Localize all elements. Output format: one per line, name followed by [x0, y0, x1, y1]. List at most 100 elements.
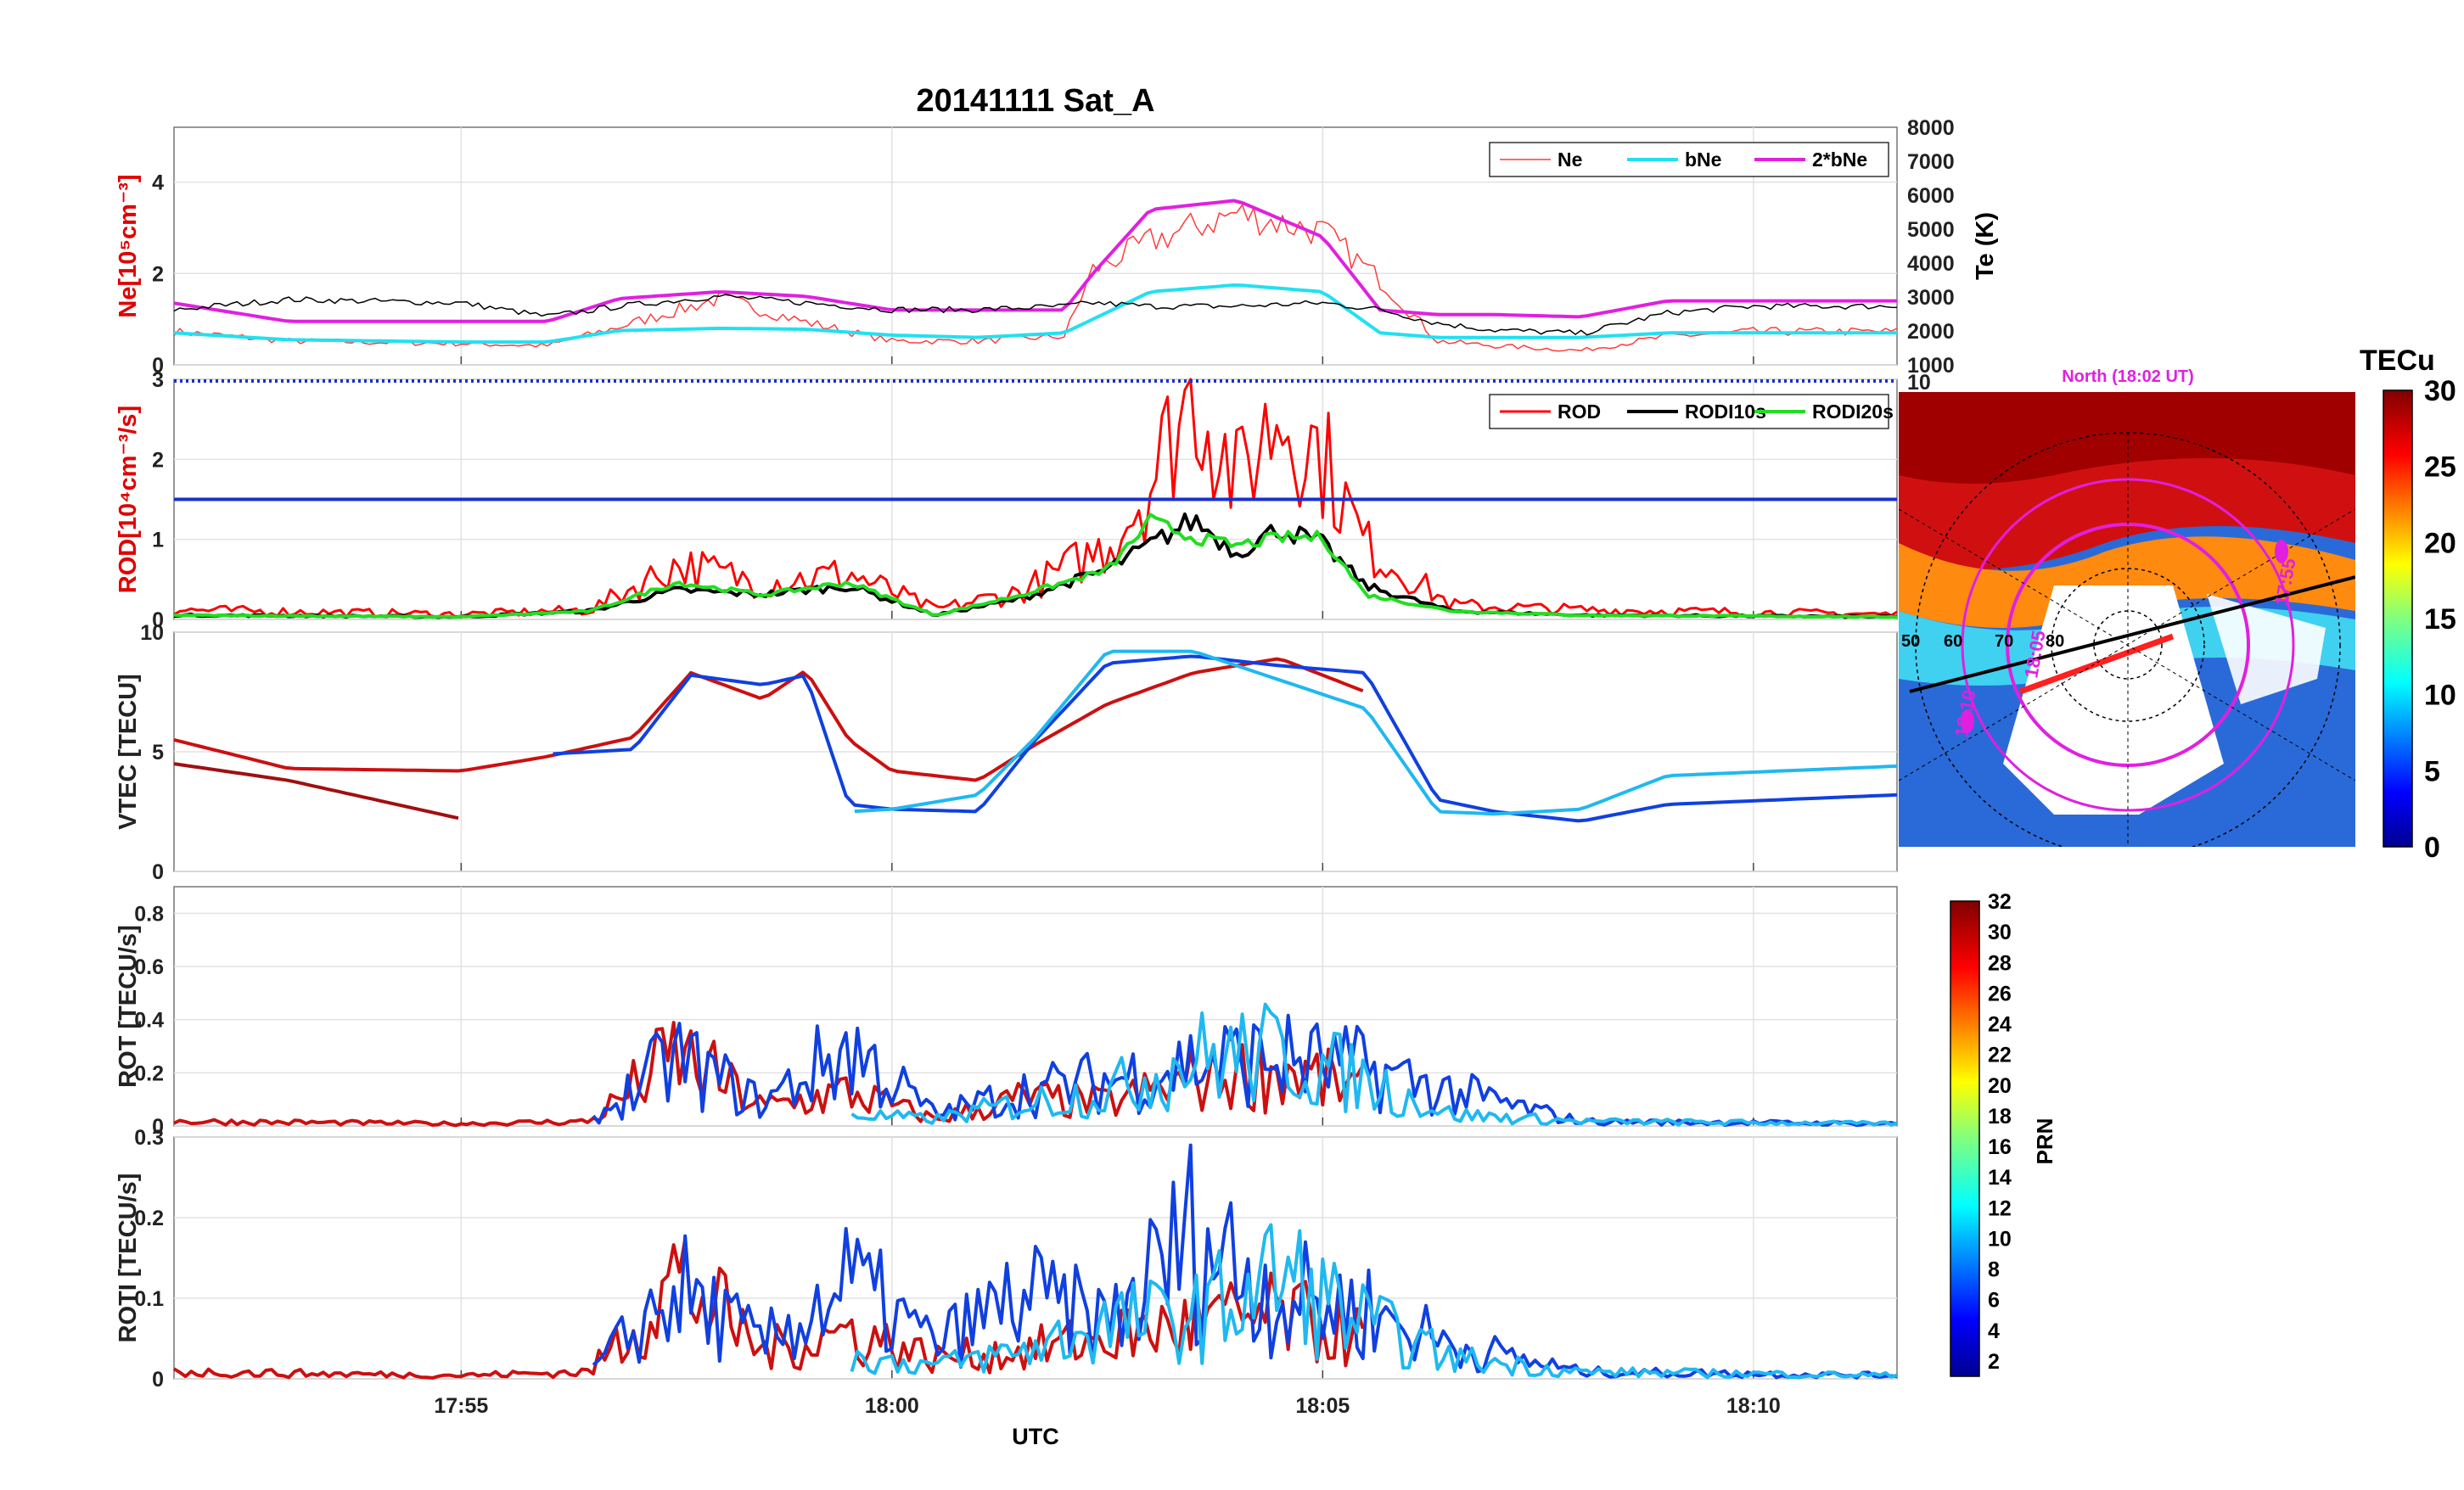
y-tick-label: 4: [152, 171, 164, 195]
tec-colorbar-tick: 15: [2424, 603, 2456, 636]
prn-colorbar-tick: 12: [1988, 1196, 2012, 1220]
series-line-prn-11: [850, 1002, 1898, 1127]
tec-colorbar-tick: 0: [2424, 832, 2440, 864]
polar-map-title: North (18:02 UT): [2062, 367, 2194, 386]
tec-colorbar: TECu 0 5 10 15 20 25 30: [2360, 344, 2456, 864]
map-lat-80: 80: [2046, 632, 2064, 651]
y-tick-label: 0: [152, 354, 164, 378]
legend: ROD RODI10s RODI20s: [1489, 394, 1894, 429]
series-line-prn-11: [850, 1223, 1898, 1380]
y-tick-label: 0: [152, 860, 164, 884]
roti_panel: 0 0.1 0.2 0.3 ROTI [TECU/s]: [115, 1126, 1898, 1392]
y2-tick-label: 2000: [1907, 320, 1955, 344]
vtec_panel: 0 5 10 VTEC [TECU]: [115, 621, 1898, 884]
y-tick-label: 0: [152, 1115, 164, 1139]
y-tick-label: 2: [152, 448, 164, 472]
series-line-2-bne: [173, 199, 1897, 323]
y-axis-label: ROD[10⁴cm⁻³/s]: [115, 406, 142, 593]
y-tick-label: 0: [152, 608, 164, 632]
prn-colorbar-tick: 10: [1988, 1227, 2012, 1251]
y-tick-label: 0.3: [134, 1126, 164, 1150]
legend-label: 2*bNe: [1812, 148, 1867, 171]
chart-title: 20141111 Sat_A: [916, 83, 1154, 119]
tec-colorbar-tick: 10: [2424, 680, 2456, 712]
y-axis-label: ROTI [TECU/s]: [115, 1174, 142, 1343]
ne_panel: 0 2 4 Ne[10⁵cm⁻³] 1000 2000 3000 4000 5000 6000 70…: [115, 116, 1999, 378]
map-lat-60: 60: [1944, 632, 1962, 651]
series-line-ne: [173, 204, 1898, 352]
tec-colorbar-tick: 30: [2424, 375, 2456, 407]
y-axis-label: VTEC [TECU]: [115, 674, 142, 830]
tec-colorbar-tick: 5: [2424, 755, 2440, 787]
y2-axis-label: Te (K): [1972, 212, 1999, 280]
y-tick-label: 3: [152, 368, 164, 392]
map-lat-50: 50: [1901, 632, 1920, 651]
x-tick-label: 17:55: [434, 1394, 488, 1418]
x-tick-label: 18:10: [1726, 1394, 1781, 1418]
prn-colorbar-tick: 14: [1988, 1166, 2012, 1190]
prn-colorbar-tick: 28: [1988, 951, 2012, 975]
y-tick-label: 0.2: [134, 1207, 164, 1230]
legend-label: Ne: [1558, 148, 1582, 171]
y-axis-label: ROT [TECU/s]: [115, 925, 142, 1088]
x-tick-label: 18:05: [1295, 1394, 1350, 1418]
y2-tick-label: 3000: [1907, 286, 1955, 310]
series-line-prn-5: [592, 1143, 1898, 1380]
legend-label: bNe: [1685, 148, 1721, 171]
prn-colorbar-tick: 4: [1988, 1319, 2000, 1343]
y2-tick-label: 8000: [1907, 116, 1955, 140]
map-lat-70: 70: [1995, 632, 2013, 651]
series-line-prn-32: [173, 762, 459, 821]
prn-colorbar-tick: 26: [1988, 982, 2012, 1005]
y-tick-label: 10: [140, 621, 164, 645]
series-line-te: [173, 294, 1898, 336]
prn-colorbar-tick: 22: [1988, 1044, 2012, 1067]
prn-colorbar-label: PRN: [2032, 1118, 2057, 1165]
tec-colorbar-label: TECu: [2360, 344, 2435, 377]
prn-colorbar-tick: 30: [1988, 921, 2012, 944]
legend-label: ROD: [1558, 401, 1601, 423]
y-axis-label: Ne[10⁵cm⁻³]: [115, 174, 142, 317]
y-tick-label: 0.2: [134, 1061, 164, 1085]
prn-colorbar-tick: 8: [1988, 1258, 2000, 1282]
series-line-rodi20s: [173, 513, 1898, 619]
y-tick-label: 2: [152, 262, 164, 286]
y-tick-label: 0.6: [134, 955, 164, 979]
legend: Ne bNe 2*bNe: [1489, 142, 1889, 177]
y-tick-label: 0.1: [134, 1287, 164, 1311]
polar-map: North (18:02 UT) 50 60 70 80 17:55: [1899, 367, 2355, 847]
y2-tick-label: 1000: [1907, 354, 1955, 378]
y2-tick-label: 7000: [1907, 150, 1955, 174]
y2-tick-label: 6000: [1907, 184, 1955, 208]
series-line-prn-11: [854, 649, 1898, 816]
y2-tick-label: 5000: [1907, 218, 1955, 242]
legend-label: RODI20s: [1812, 401, 1894, 423]
y-tick-label: 1: [152, 529, 164, 552]
y-tick-label: 0.8: [134, 902, 164, 926]
series-line-prn-30: [173, 657, 1364, 782]
y2-tick-label: 10: [1907, 371, 1931, 395]
y-tick-label: 0: [152, 1368, 164, 1392]
tec-colorbar-tick: 25: [2424, 451, 2456, 484]
prn-colorbar-tick: 24: [1988, 1013, 2012, 1037]
series-line-prn-30: [172, 1237, 1365, 1380]
prn-colorbar-tick: 32: [1988, 890, 2012, 914]
series-line-bne: [173, 283, 1897, 344]
x-axis-label: UTC: [1012, 1424, 1059, 1449]
prn-colorbar-tick: 16: [1988, 1135, 2012, 1159]
y2-tick-label: 4000: [1907, 252, 1955, 276]
series-line-prn-5: [592, 1013, 1898, 1128]
y-tick-label: 5: [152, 741, 164, 765]
prn-colorbar-tick: 2: [1988, 1350, 2000, 1374]
legend-label: RODI10s: [1685, 401, 1766, 423]
tec-colorbar-tick: 20: [2424, 527, 2456, 559]
series-line-prn-5: [553, 654, 1898, 823]
x-tick-label: 18:00: [865, 1394, 919, 1418]
y-tick-label: 0.4: [134, 1009, 164, 1033]
rod_panel: 0 1 2 3 ROD[10⁴cm⁻³/s] 10 ROD RODI10s RODI20s: [115, 368, 1931, 632]
prn-colorbar-tick: 6: [1988, 1289, 2000, 1313]
prn-colorbar-tick: 20: [1988, 1074, 2012, 1098]
